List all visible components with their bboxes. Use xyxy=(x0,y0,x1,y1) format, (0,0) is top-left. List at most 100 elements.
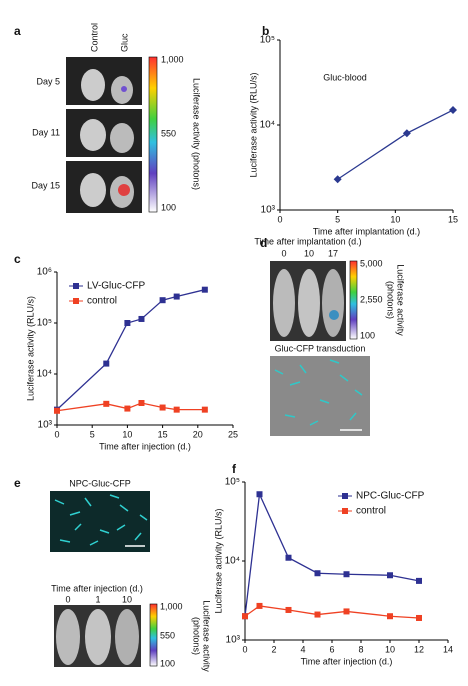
marker xyxy=(242,613,248,620)
marker xyxy=(173,406,180,413)
legend-marker xyxy=(342,493,348,499)
marker xyxy=(138,400,145,407)
x-tick-label: 20 xyxy=(193,429,203,439)
column-label: 10 xyxy=(304,248,314,258)
marker xyxy=(402,129,411,138)
x-axis-label: Time after injection (d.) xyxy=(301,656,393,666)
data-line xyxy=(56,289,205,411)
y-tick-label: 10⁵ xyxy=(225,477,240,488)
column-label: 0 xyxy=(281,248,286,258)
marker xyxy=(285,554,292,561)
image xyxy=(50,491,150,552)
image xyxy=(270,356,370,436)
image xyxy=(270,261,346,341)
y-tick-label: 10³ xyxy=(38,420,53,431)
x-tick-label: 6 xyxy=(329,644,334,654)
panel-label: d xyxy=(260,236,267,250)
panel-label: a xyxy=(14,24,21,38)
x-tick-label: 10 xyxy=(385,644,395,654)
marker xyxy=(159,404,166,411)
legend-label: control xyxy=(87,296,117,307)
marker xyxy=(173,293,180,300)
marker xyxy=(201,406,208,413)
data-line xyxy=(56,402,205,412)
marker xyxy=(343,571,350,578)
colorbar-tick: 100 xyxy=(360,330,375,340)
marker xyxy=(416,614,422,621)
x-tick-label: 2 xyxy=(271,644,276,654)
legend-marker xyxy=(73,283,79,289)
marker xyxy=(333,175,342,184)
panel-title: NPC-Gluc-CFP xyxy=(69,478,131,488)
x-tick-label: 0 xyxy=(277,214,282,224)
colorbar-label: (photons) xyxy=(386,281,396,319)
colorbar xyxy=(149,603,158,667)
x-tick-label: 8 xyxy=(358,644,363,654)
colorbar-label: (photons) xyxy=(192,617,202,655)
panel-label: e xyxy=(14,476,21,490)
y-tick-label: 10⁴ xyxy=(37,369,52,380)
colorbar xyxy=(349,260,358,340)
row-label: Day 5 xyxy=(36,76,60,86)
data-line xyxy=(337,109,454,180)
column-label: 17 xyxy=(328,248,338,258)
column-label: Gluc xyxy=(119,33,129,52)
x-tick-label: 15 xyxy=(448,214,458,224)
marker xyxy=(138,315,145,322)
marker xyxy=(256,491,263,498)
panel-label: f xyxy=(232,462,237,476)
column-label: 0 xyxy=(65,594,70,604)
marker xyxy=(256,602,263,609)
x-tick-label: 0 xyxy=(242,644,247,654)
marker xyxy=(343,608,350,615)
column-label: 10 xyxy=(122,594,132,604)
x-axis-label: Time after injection (d.) xyxy=(99,441,191,451)
y-tick-label: 10⁵ xyxy=(260,35,275,46)
colorbar-tick: 100 xyxy=(160,658,175,668)
panel-label: c xyxy=(14,252,21,266)
x-tick-label: 12 xyxy=(414,644,424,654)
x-axis-label: Time after implantation (d.) xyxy=(313,226,420,236)
y-tick-label: 10⁴ xyxy=(260,120,275,131)
colorbar-tick: 550 xyxy=(160,630,175,640)
y-axis-label: Luciferase activity (RLU/s) xyxy=(213,508,223,613)
image-label: Gluc-CFP transduction xyxy=(275,343,366,353)
panel-title: Time after implantation (d.) xyxy=(254,236,361,246)
legend-marker xyxy=(342,508,348,514)
row-label: Day 11 xyxy=(32,127,60,137)
y-tick-label: 10³ xyxy=(226,635,241,646)
colorbar-tick: 2,550 xyxy=(360,294,383,304)
marker xyxy=(103,360,110,367)
x-tick-label: 5 xyxy=(90,429,95,439)
colorbar-tick: 550 xyxy=(161,128,176,138)
marker xyxy=(124,405,131,412)
column-label: 1 xyxy=(95,594,100,604)
panel-label: b xyxy=(262,24,269,38)
marker xyxy=(54,407,60,414)
x-tick-label: 10 xyxy=(122,429,132,439)
colorbar-tick: 100 xyxy=(161,202,176,212)
colorbar-tick: 1,000 xyxy=(160,601,183,611)
marker xyxy=(285,606,292,613)
x-tick-label: 0 xyxy=(54,429,59,439)
marker xyxy=(416,577,422,584)
colorbar xyxy=(148,56,158,213)
x-tick-label: 10 xyxy=(390,214,400,224)
marker xyxy=(314,611,321,618)
panel-subtitle: Time after injection (d.) xyxy=(51,583,143,593)
column-label: Control xyxy=(89,23,99,52)
marker xyxy=(449,106,457,115)
y-tick-label: 10⁴ xyxy=(225,556,240,567)
y-tick-label: 10⁵ xyxy=(37,318,52,329)
marker xyxy=(387,572,393,579)
x-tick-label: 4 xyxy=(300,644,305,654)
y-tick-label: 10⁶ xyxy=(37,267,52,278)
colorbar-tick: 5,000 xyxy=(360,258,383,268)
marker xyxy=(159,297,166,304)
colorbar-label: Luciferase activity (photons) xyxy=(192,78,202,190)
legend-label: control xyxy=(356,506,386,517)
legend-label: NPC-Gluc-CFP xyxy=(356,491,425,502)
legend-marker xyxy=(73,298,79,304)
marker xyxy=(201,286,208,293)
